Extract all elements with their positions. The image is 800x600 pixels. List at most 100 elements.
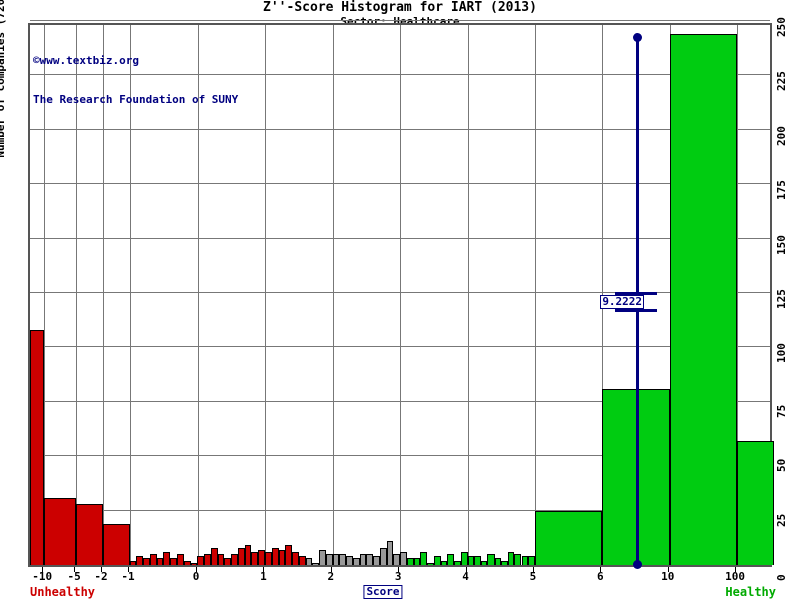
histogram-bar	[447, 554, 455, 565]
score-marker-dot-top	[633, 33, 643, 42]
histogram-bar	[500, 560, 509, 565]
histogram-bar	[217, 554, 225, 565]
histogram-bar	[170, 558, 177, 565]
gridline-horizontal	[30, 292, 770, 293]
histogram-bar	[339, 554, 347, 565]
y-axis-tick-label: 175	[775, 180, 788, 201]
histogram-bar	[285, 545, 293, 565]
y-axis-tick-label: 50	[775, 458, 788, 473]
y-axis-tick-label: 150	[775, 234, 788, 255]
gridline-horizontal	[30, 455, 770, 457]
y-axis-tick-label: 0	[775, 574, 788, 581]
score-marker-cap-top	[615, 292, 658, 296]
x-axis-tick-mark	[196, 567, 198, 572]
histogram-bar	[400, 551, 407, 565]
histogram-bar	[473, 556, 482, 565]
histogram-bar	[176, 554, 184, 565]
histogram-bar	[312, 562, 320, 565]
histogram-bar	[210, 547, 218, 565]
histogram-bar	[265, 551, 272, 565]
gridline-vertical	[737, 25, 739, 565]
histogram-bar	[258, 549, 266, 565]
histogram-bar	[224, 558, 232, 565]
histogram-bar	[534, 510, 603, 565]
y-axis-tick-label: 25	[775, 513, 788, 527]
x-axis-tick-mark	[532, 567, 534, 572]
gridline-horizontal	[30, 237, 770, 239]
histogram-bar	[204, 554, 211, 565]
x-axis-tick-mark	[600, 567, 602, 572]
histogram-bar	[669, 34, 738, 565]
histogram-bar	[386, 541, 394, 565]
histogram-bar	[319, 549, 326, 565]
histogram-bar	[460, 551, 468, 565]
histogram-bar	[251, 551, 259, 565]
x-axis-tick-label: 0	[192, 570, 200, 583]
y-axis-tick-label: 75	[775, 404, 788, 418]
histogram-bar	[737, 440, 774, 565]
histogram-bar	[103, 523, 130, 565]
histogram-bar	[325, 554, 333, 565]
histogram-bar	[278, 549, 286, 565]
x-axis-tick-mark	[398, 567, 400, 572]
gridline-horizontal	[30, 20, 770, 21]
histogram-bar	[183, 560, 191, 565]
histogram-bar	[30, 330, 45, 565]
histogram-bar	[271, 547, 279, 565]
gridline-horizontal	[30, 128, 770, 130]
histogram-bar	[494, 558, 501, 565]
histogram-bar	[420, 551, 428, 565]
gridline-vertical	[198, 25, 200, 565]
histogram-bar	[197, 556, 205, 565]
x-axis-tick-label: 6	[597, 570, 604, 583]
x-axis-tick-label: -1	[121, 570, 135, 583]
histogram-bar	[527, 556, 535, 565]
gridline-vertical	[400, 25, 402, 565]
x-axis-tick-label: 3	[394, 570, 402, 583]
x-axis-tick-mark	[667, 567, 669, 572]
x-axis-tick-mark	[465, 567, 467, 572]
credit-line-2: The Research Foundation of SUNY	[33, 93, 239, 106]
histogram-bar	[481, 560, 488, 565]
histogram-bar	[366, 554, 374, 565]
histogram-bar	[292, 551, 299, 565]
y-axis-label: Number of companies (720 total)	[0, 0, 7, 158]
copyright-credit: ©www.textbiz.org The Research Foundation…	[33, 28, 238, 132]
histogram-bar	[467, 556, 474, 565]
histogram-bar	[521, 556, 528, 565]
histogram-bar	[440, 560, 448, 565]
x-axis-tick-mark	[74, 567, 76, 572]
gridline-horizontal	[30, 183, 770, 185]
credit-line-1: ©www.textbiz.org	[33, 54, 139, 67]
legend-healthy: Healthy	[725, 585, 776, 599]
gridline-vertical	[130, 25, 131, 565]
score-marker-dot-bottom	[633, 560, 643, 569]
histogram-bar	[76, 504, 104, 565]
gridline-vertical	[332, 25, 334, 565]
gridline-horizontal	[30, 509, 770, 511]
histogram-bar	[508, 551, 515, 565]
histogram-bar	[602, 388, 670, 565]
x-axis-tick-label: -5	[67, 570, 81, 583]
histogram-bar	[514, 554, 522, 565]
x-axis-tick-mark	[735, 567, 737, 572]
x-axis-label: Score	[363, 585, 403, 599]
gridline-horizontal	[30, 74, 770, 76]
histogram-bar	[359, 554, 367, 565]
score-marker-label: 9.2222	[600, 295, 645, 310]
y-axis-tick-label: 125	[775, 289, 788, 309]
y-axis-tick-label: 100	[775, 343, 788, 364]
x-axis-tick-mark	[330, 567, 332, 572]
histogram-bar	[427, 562, 434, 565]
y-axis-tick-label: 225	[775, 71, 788, 92]
page-title: Z''-Score Histogram for IART (2013)	[263, 0, 537, 15]
gridline-vertical	[265, 25, 267, 565]
x-axis-tick-label: 5	[529, 570, 537, 583]
histogram-bar	[379, 547, 387, 565]
x-axis-tick-label: 4	[462, 570, 469, 583]
y-axis-tick-label: 250	[775, 17, 788, 37]
x-axis-tick-mark	[128, 567, 129, 572]
x-axis-tick-mark	[42, 567, 44, 572]
score-marker-cap-bottom	[615, 309, 658, 313]
